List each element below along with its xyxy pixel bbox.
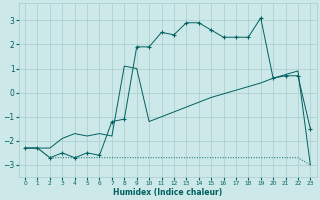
X-axis label: Humidex (Indice chaleur): Humidex (Indice chaleur) [113, 188, 222, 197]
